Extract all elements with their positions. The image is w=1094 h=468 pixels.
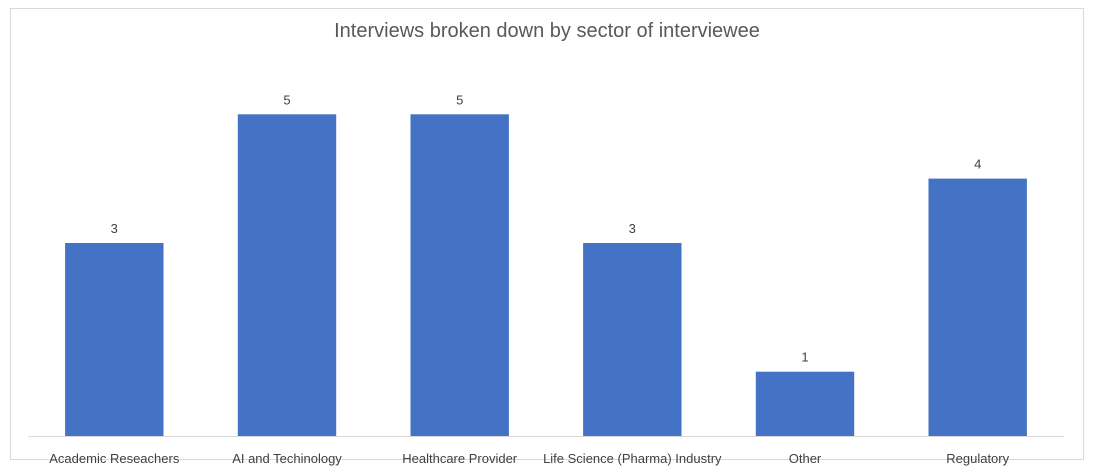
data-label-regulatory: 4 — [974, 157, 981, 172]
chart-frame — [10, 8, 1084, 460]
x-tick-label-regulatory: Regulatory — [946, 451, 1009, 466]
x-tick-label-academic-reseachers: Academic Reseachers — [49, 451, 180, 466]
chart-title: Interviews broken down by sector of inte… — [334, 20, 760, 42]
x-tick-label-life-science-pharma-industry: Life Science (Pharma) Industry — [543, 451, 722, 466]
x-tick-label-ai-and-techinology: AI and Techinology — [232, 451, 342, 466]
data-label-life-science-pharma-industry: 3 — [629, 221, 636, 236]
bar-regulatory — [928, 178, 1027, 436]
x-tick-label-other: Other — [789, 451, 822, 466]
bar-healthcare-provider — [410, 114, 509, 437]
x-tick-label-healthcare-provider: Healthcare Provider — [402, 451, 518, 466]
data-label-academic-reseachers: 3 — [111, 221, 118, 236]
data-label-other: 1 — [801, 350, 808, 365]
data-labels-group: 3 5 5 3 1 4 — [111, 92, 982, 364]
bar-academic-reseachers — [65, 243, 164, 436]
bars-group — [65, 114, 1027, 437]
data-label-healthcare-provider: 5 — [456, 92, 463, 107]
bar-ai-and-techinology — [237, 114, 337, 437]
bar-life-science-pharma-industry — [583, 243, 682, 436]
tick-labels-group: Academic Reseachers AI and Techinology Hea… — [49, 451, 1009, 466]
bar-other — [755, 371, 855, 436]
data-label-ai-and-techinology: 5 — [283, 92, 290, 107]
